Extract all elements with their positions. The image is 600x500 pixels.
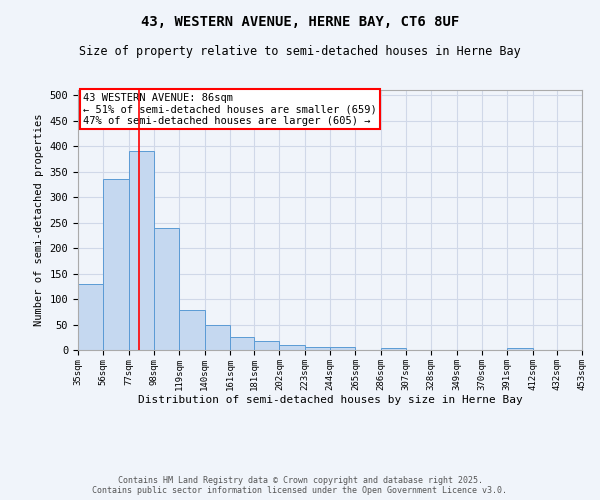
- Bar: [78, 284, 103, 350]
- Text: 43, WESTERN AVENUE, HERNE BAY, CT6 8UF: 43, WESTERN AVENUE, HERNE BAY, CT6 8UF: [141, 15, 459, 29]
- Bar: [179, 310, 205, 350]
- Bar: [305, 348, 330, 350]
- Bar: [330, 348, 355, 350]
- Y-axis label: Number of semi-detached properties: Number of semi-detached properties: [34, 114, 44, 326]
- Bar: [380, 348, 406, 350]
- Bar: [254, 341, 280, 350]
- Bar: [507, 348, 533, 350]
- Text: Contains HM Land Registry data © Crown copyright and database right 2025.
Contai: Contains HM Land Registry data © Crown c…: [92, 476, 508, 495]
- Bar: [154, 228, 179, 350]
- Bar: [128, 151, 154, 350]
- Bar: [230, 338, 254, 350]
- X-axis label: Distribution of semi-detached houses by size in Herne Bay: Distribution of semi-detached houses by …: [137, 396, 523, 406]
- Bar: [280, 345, 305, 350]
- Text: 43 WESTERN AVENUE: 86sqm
← 51% of semi-detached houses are smaller (659)
47% of : 43 WESTERN AVENUE: 86sqm ← 51% of semi-d…: [83, 92, 377, 126]
- Bar: [103, 179, 128, 350]
- Bar: [205, 324, 230, 350]
- Text: Size of property relative to semi-detached houses in Herne Bay: Size of property relative to semi-detach…: [79, 45, 521, 58]
